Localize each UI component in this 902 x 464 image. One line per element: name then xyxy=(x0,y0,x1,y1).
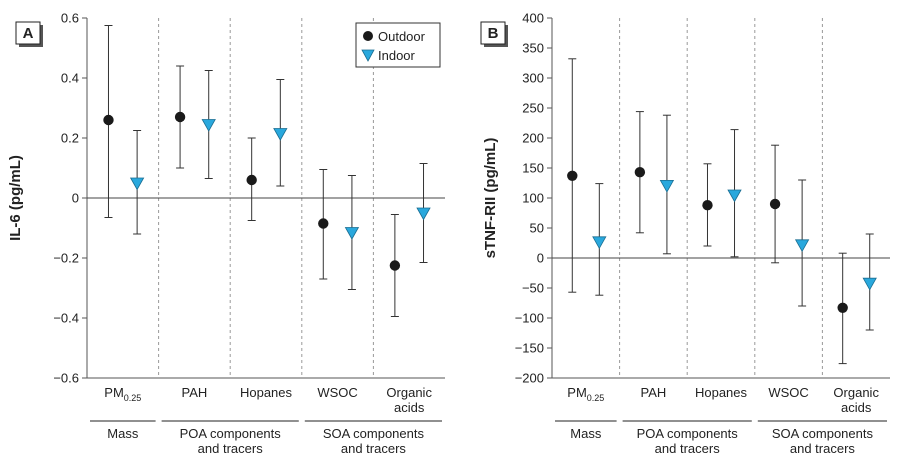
y-tick-label: −0.4 xyxy=(53,311,79,326)
group-label: SOA components xyxy=(772,426,874,441)
outdoor-point xyxy=(769,198,781,210)
indoor-point xyxy=(416,207,431,221)
panel-label-box xyxy=(480,21,506,45)
outdoor-point xyxy=(634,167,646,178)
legend-indoor-label: Indoor xyxy=(378,48,416,63)
y-tick-label: 100 xyxy=(522,191,544,206)
outdoor-point xyxy=(246,174,257,186)
y-tick-label: 0.6 xyxy=(61,11,79,26)
x-category-subscript: 0.25 xyxy=(587,393,605,403)
y-tick-label: 150 xyxy=(522,161,544,176)
x-category-label: PM0.25 xyxy=(104,385,141,403)
legend-outdoor-label: Outdoor xyxy=(378,29,426,44)
panel-A: 0.6 0.4 0.2 0 −0.2 −0.4 −0.6 IL-6 (pg/mL) A PM0.2… xyxy=(7,11,445,456)
y-tick-label: 50 xyxy=(530,221,544,236)
y-tick-label: 400 xyxy=(522,11,544,26)
x-category-label-line2: acids xyxy=(394,400,425,415)
y-tick-label: −200 xyxy=(515,371,544,386)
x-category-label: PM0.25 xyxy=(567,385,604,403)
y-tick-label: −150 xyxy=(515,341,544,356)
group-label-line2: and tracers xyxy=(198,441,264,456)
panel-label-box xyxy=(15,21,41,45)
indoor-point xyxy=(794,239,810,253)
y-tick-label: 250 xyxy=(522,101,544,116)
y-axis-title: IL-6 (pg/mL) xyxy=(7,155,24,241)
group-label: POA components xyxy=(180,426,282,441)
y-tick-label: 350 xyxy=(522,41,544,56)
outdoor-point xyxy=(837,302,848,313)
indoor-point xyxy=(862,277,877,291)
group-label: POA components xyxy=(637,426,739,441)
panel-label: A xyxy=(23,25,34,42)
x-category-label: Hopanes xyxy=(240,385,293,400)
y-tick-label: −0.2 xyxy=(53,251,79,266)
outdoor-point xyxy=(702,200,713,211)
outdoor-point xyxy=(103,114,114,126)
y-tick-label: −50 xyxy=(522,281,544,296)
x-category-label: WSOC xyxy=(768,385,808,400)
x-category-label: Organic xyxy=(833,385,879,400)
legend-box xyxy=(355,22,441,68)
y-axis-title: sTNF-RII (pg/mL) xyxy=(482,138,499,259)
indoor-point xyxy=(659,179,675,193)
panel-B: 400 350 300 250 200 150 100 50 0 −50 −100 −150 −200 s… xyxy=(480,11,890,456)
group-label-line2: and tracers xyxy=(341,441,407,456)
indoor-point xyxy=(592,236,607,250)
indoor-point xyxy=(129,177,145,191)
outdoor-point xyxy=(174,111,186,123)
y-tick-label: 0.2 xyxy=(61,131,79,146)
group-label-line2: and tracers xyxy=(655,441,721,456)
indoor-point xyxy=(201,119,216,132)
indoor-point xyxy=(727,189,742,203)
y-tick-label: 300 xyxy=(522,71,544,86)
group-label: Mass xyxy=(570,426,602,441)
x-category-label: PAH xyxy=(182,385,208,400)
x-category-label-line2: acids xyxy=(841,400,872,415)
y-tick-label: −0.6 xyxy=(53,371,79,386)
legend-outdoor-marker xyxy=(363,31,373,41)
x-category-label: Hopanes xyxy=(695,385,748,400)
y-tick-label: −100 xyxy=(515,311,544,326)
group-label: SOA components xyxy=(323,426,425,441)
legend-indoor-marker xyxy=(361,49,375,62)
panel-label: B xyxy=(488,25,499,42)
group-label: Mass xyxy=(107,426,139,441)
y-tick-label: 0 xyxy=(72,191,79,206)
x-category-subscript: 0.25 xyxy=(124,393,142,403)
indoor-point xyxy=(273,128,288,141)
x-category-label: Organic xyxy=(386,385,432,400)
y-tick-label: 0.4 xyxy=(61,71,79,86)
group-label-line2: and tracers xyxy=(790,441,856,456)
outdoor-point xyxy=(567,170,578,181)
outdoor-point xyxy=(389,260,401,271)
y-tick-label: 0 xyxy=(537,251,544,266)
y-tick-label: 200 xyxy=(522,131,544,146)
indoor-point xyxy=(344,227,360,240)
x-category-label: PAH xyxy=(641,385,667,400)
x-category-label: WSOC xyxy=(317,385,357,400)
outdoor-point xyxy=(318,218,329,229)
